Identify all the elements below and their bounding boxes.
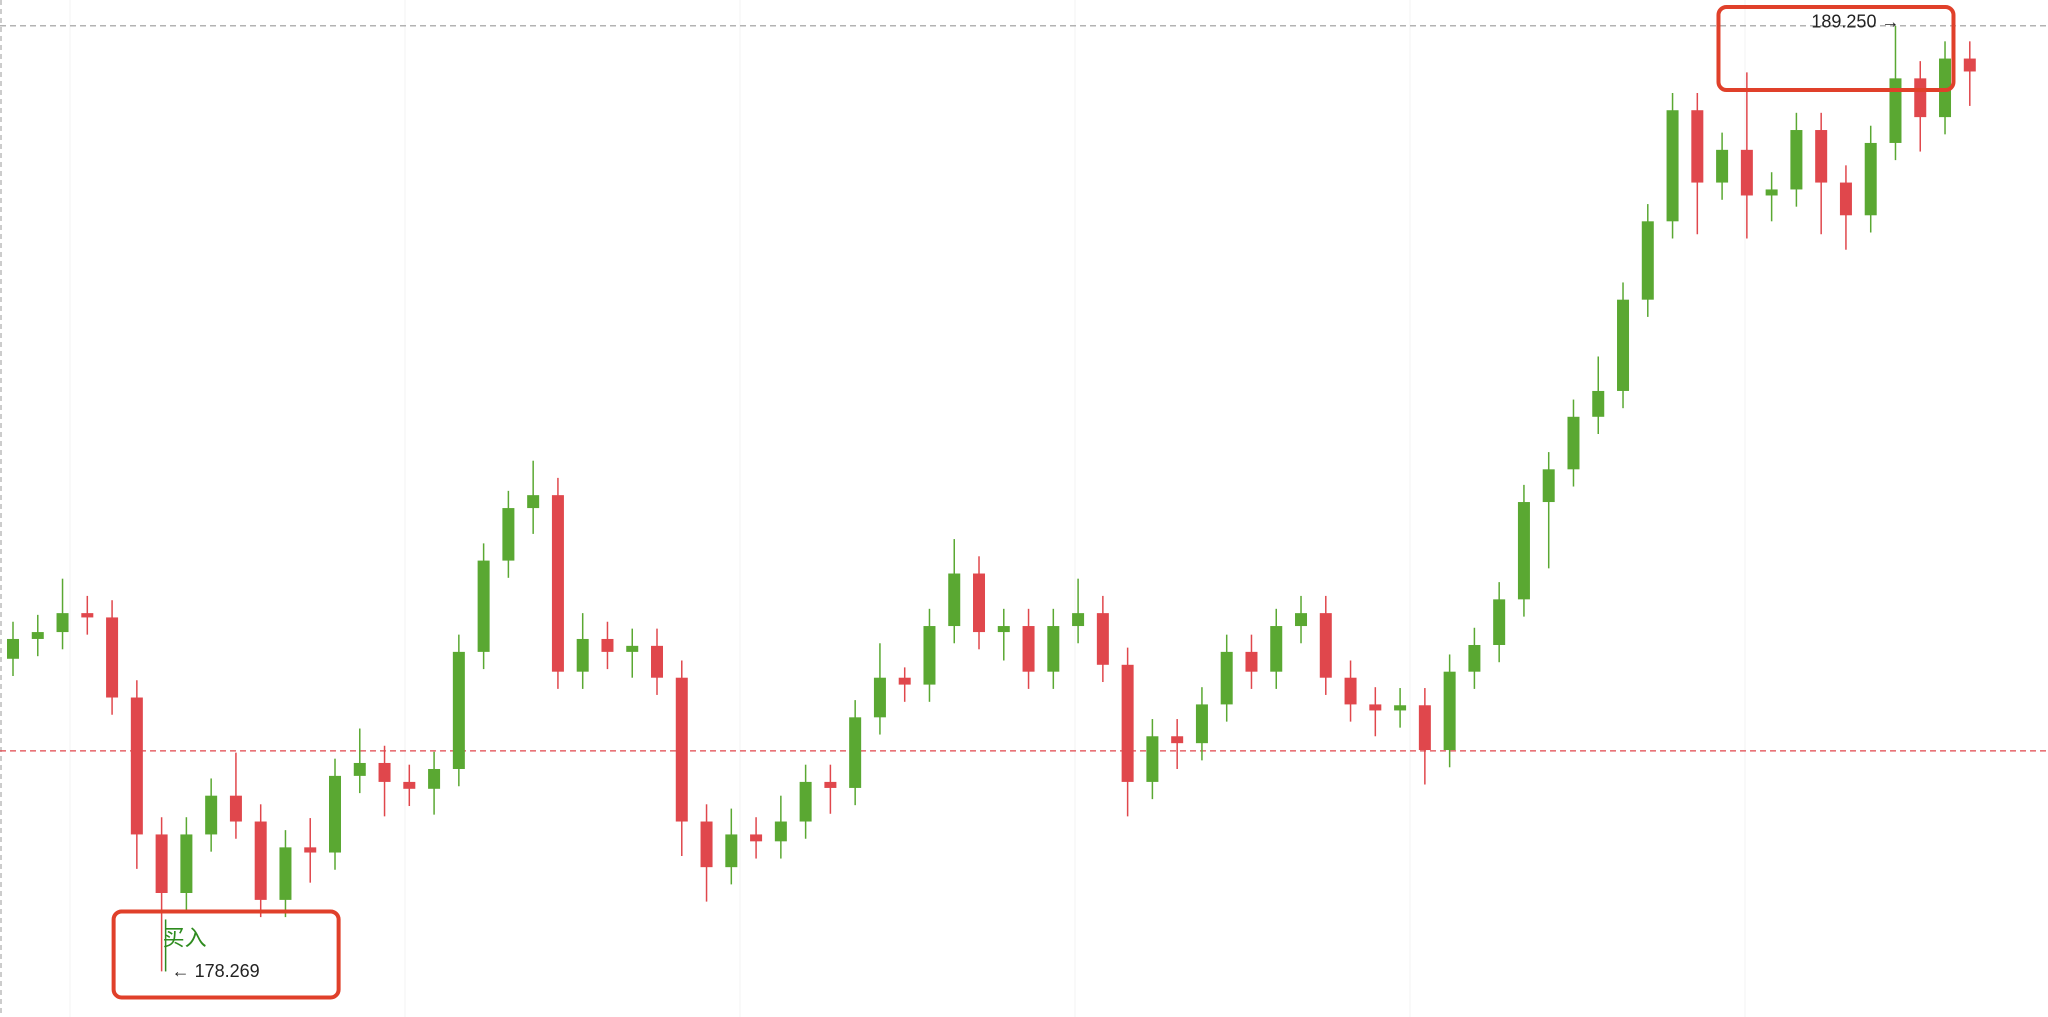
candle-body	[477, 560, 490, 652]
candle-body	[7, 638, 19, 659]
candle-body	[1295, 613, 1308, 627]
candle-body	[973, 573, 986, 633]
candle-body	[923, 626, 936, 685]
candle-body	[1245, 651, 1258, 672]
candle-body	[155, 834, 168, 893]
candle-body	[1443, 671, 1456, 751]
candle-body	[849, 717, 862, 788]
high-price-label: 189.250 →	[1811, 12, 1899, 32]
candle-body	[1171, 736, 1184, 744]
candle-body	[948, 573, 961, 627]
candle-body	[403, 781, 416, 789]
candle-body	[1641, 221, 1654, 300]
candle-body	[1319, 613, 1332, 678]
candle-body	[601, 638, 614, 652]
candle-body	[130, 697, 143, 835]
candle-body	[1864, 142, 1877, 216]
candle-body	[1765, 189, 1778, 196]
candle-body	[626, 645, 639, 652]
candle-body	[279, 847, 292, 900]
candle-body	[1517, 502, 1530, 600]
candle-body	[1666, 110, 1679, 222]
candle-body	[1270, 626, 1283, 672]
candle-body	[1914, 78, 1927, 118]
candle-body	[997, 626, 1010, 633]
candle-body	[452, 651, 465, 769]
candle-body	[1220, 651, 1233, 705]
candle-body	[1493, 599, 1506, 645]
candle-body	[725, 834, 738, 868]
candle-body	[56, 613, 69, 633]
candle-body	[873, 677, 886, 718]
candle-body	[1344, 677, 1357, 705]
candle-body	[81, 613, 94, 618]
candle-body	[1963, 58, 1976, 72]
candle-body	[1096, 613, 1109, 665]
candle-body	[1939, 58, 1952, 118]
candle-body	[750, 834, 763, 842]
candle-body	[774, 821, 787, 842]
candle-body	[576, 638, 589, 672]
candle-body	[31, 632, 44, 639]
candle-body	[1567, 416, 1580, 470]
candle-body	[428, 768, 441, 789]
candle-body	[1121, 664, 1134, 782]
candle-body	[1815, 130, 1828, 183]
buy-label: 买入	[163, 925, 207, 950]
candle-body	[1468, 644, 1481, 672]
candle-body	[1022, 626, 1035, 672]
candle-body	[304, 847, 317, 853]
candle-body	[1542, 469, 1555, 503]
candle-body	[799, 781, 812, 822]
candle-body	[1418, 705, 1431, 751]
candle-body	[254, 821, 267, 900]
candle-body	[551, 495, 564, 672]
candle-body	[1740, 149, 1753, 196]
candle-body	[1072, 613, 1085, 627]
candle-body	[1691, 110, 1704, 183]
candle-body	[1790, 130, 1803, 190]
buy-price-label: ← 178.269	[172, 961, 260, 981]
candle-body	[675, 677, 688, 822]
candle-body	[1617, 299, 1630, 391]
candle-body	[700, 821, 713, 868]
candle-body	[1146, 736, 1159, 782]
candle-body	[378, 762, 391, 782]
highlight-box	[111, 909, 341, 1000]
candle-body	[1394, 705, 1407, 711]
candle-body	[1369, 704, 1382, 711]
candle-body	[180, 834, 193, 893]
candle-body	[502, 508, 515, 561]
candle-body	[527, 495, 540, 509]
candle-body	[898, 677, 911, 685]
candle-body	[1716, 149, 1729, 183]
candle-body	[1839, 182, 1852, 216]
candle-body	[1047, 626, 1060, 672]
candle-body	[205, 795, 218, 835]
candle-body	[1889, 78, 1902, 143]
candle-body	[353, 762, 366, 776]
candle-body	[229, 795, 242, 822]
candle-body	[824, 781, 837, 788]
highlight-box	[1716, 5, 1956, 92]
candle-body	[1592, 390, 1605, 417]
candle-body	[1195, 704, 1208, 744]
candle-body	[106, 617, 119, 698]
candle-body	[651, 645, 664, 678]
candle-body	[329, 775, 342, 853]
